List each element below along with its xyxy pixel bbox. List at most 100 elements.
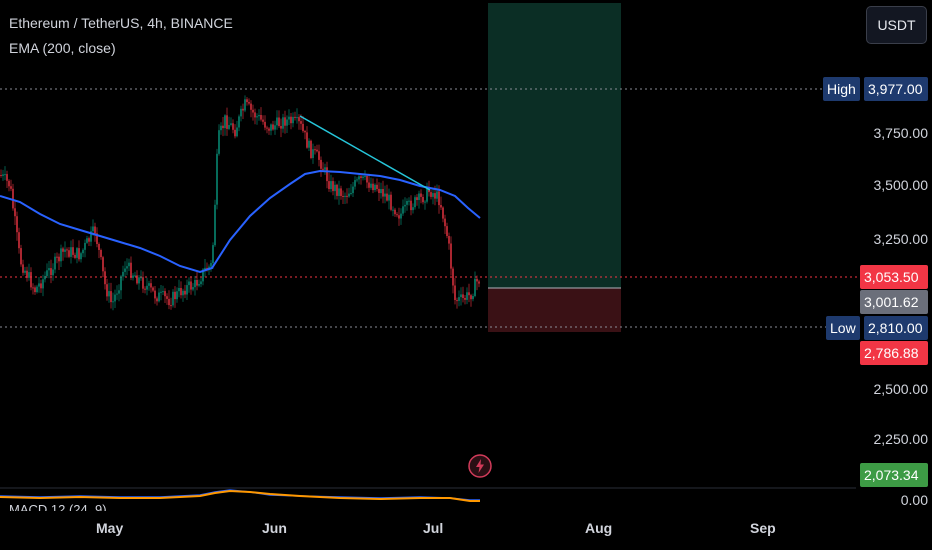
candle-body xyxy=(418,194,419,201)
candle-body xyxy=(234,130,235,137)
candles xyxy=(0,95,479,310)
candle-body xyxy=(346,196,347,197)
candle-body xyxy=(210,263,211,267)
price-chart[interactable] xyxy=(0,0,932,550)
candle-body xyxy=(128,263,129,267)
candle-body xyxy=(160,292,161,293)
candle-body xyxy=(384,194,385,197)
candle-body xyxy=(106,284,107,296)
candle-body xyxy=(4,174,5,175)
candle-body xyxy=(370,184,371,188)
symbol-legend[interactable]: Ethereum / TetherUS, 4h, BINANCE xyxy=(9,15,233,31)
candle-body xyxy=(16,216,17,232)
candle-body xyxy=(200,281,201,284)
high-label-tag: High xyxy=(823,77,860,101)
candle-body xyxy=(270,124,271,130)
candle-body xyxy=(164,291,165,296)
candle-body xyxy=(236,128,237,137)
candle-body xyxy=(414,197,415,207)
candle-body xyxy=(42,279,43,288)
price-tick: 0.00 xyxy=(901,492,928,508)
candle-body xyxy=(100,250,101,257)
candle-body xyxy=(34,287,35,292)
candle-body xyxy=(230,123,231,125)
candle-body xyxy=(32,287,33,288)
candle-body xyxy=(422,197,423,202)
candle-body xyxy=(338,188,339,196)
price-tick: 2,500.00 xyxy=(874,381,929,397)
candle-body xyxy=(250,104,251,110)
price-tick: 3,500.00 xyxy=(874,177,929,193)
candle-body xyxy=(6,174,7,181)
candle-body xyxy=(108,291,109,296)
candle-body xyxy=(62,248,63,251)
candle-body xyxy=(188,282,189,286)
candle-body xyxy=(114,295,115,302)
candle-body xyxy=(464,298,465,300)
candle-body xyxy=(232,123,233,130)
candle-body xyxy=(190,282,191,290)
candle-body xyxy=(362,177,363,179)
candle-body xyxy=(76,248,77,258)
currency-button[interactable]: USDT xyxy=(866,6,927,44)
candle-body xyxy=(300,121,301,124)
candle-body xyxy=(446,226,447,236)
candle-body xyxy=(292,117,293,123)
candle-body xyxy=(390,195,391,210)
time-tick: Sep xyxy=(750,520,776,536)
candle-body xyxy=(324,167,325,170)
ema-line xyxy=(0,171,480,272)
candle-body xyxy=(132,276,133,278)
indicator-legend[interactable]: EMA (200, close) xyxy=(9,40,116,56)
candle-body xyxy=(360,176,361,178)
candle-body xyxy=(396,214,397,215)
candle-body xyxy=(66,249,67,250)
candle-body xyxy=(152,288,153,291)
candle-body xyxy=(44,276,45,279)
candle-body xyxy=(98,244,99,250)
candle-body xyxy=(286,120,287,126)
candle-body xyxy=(10,186,11,189)
candle-body xyxy=(216,154,217,205)
candle-body xyxy=(244,99,245,110)
candle-body xyxy=(148,283,149,286)
candle-body xyxy=(386,194,387,201)
lightning-alert-icon[interactable] xyxy=(468,454,492,478)
candle-body xyxy=(378,189,379,193)
candle-body xyxy=(138,277,139,283)
candle-body xyxy=(26,271,27,278)
candle-body xyxy=(254,112,255,117)
candle-body xyxy=(306,132,307,147)
candle-body xyxy=(382,189,383,197)
candle-body xyxy=(336,185,337,196)
candle-body xyxy=(168,299,169,305)
candle-body xyxy=(442,208,443,219)
candle-body xyxy=(476,279,477,282)
candle-body xyxy=(304,131,305,132)
candle-body xyxy=(434,193,435,199)
candle-body xyxy=(260,115,261,120)
candle-body xyxy=(228,125,229,129)
candle-body xyxy=(420,194,421,197)
time-tick: Jul xyxy=(423,520,443,536)
macd-legend[interactable]: MACD 12 (24, 9) xyxy=(9,502,107,511)
candle-body xyxy=(22,264,23,272)
profit-zone xyxy=(488,3,621,288)
candle-body xyxy=(248,102,249,104)
candle-body xyxy=(424,202,425,203)
candle-body xyxy=(238,116,239,127)
candle-body xyxy=(454,286,455,301)
candle-body xyxy=(262,120,263,122)
candle-body xyxy=(18,232,19,248)
candle-body xyxy=(162,291,163,292)
candle-body xyxy=(150,283,151,287)
candle-body xyxy=(272,124,273,129)
candle-body xyxy=(102,257,103,271)
candle-body xyxy=(458,297,459,301)
candle-body xyxy=(268,129,269,131)
price-tick: 3,750.00 xyxy=(874,125,929,141)
candle-body xyxy=(258,115,259,116)
candle-body xyxy=(352,187,353,194)
candle-body xyxy=(302,124,303,131)
candle-body xyxy=(344,196,345,197)
